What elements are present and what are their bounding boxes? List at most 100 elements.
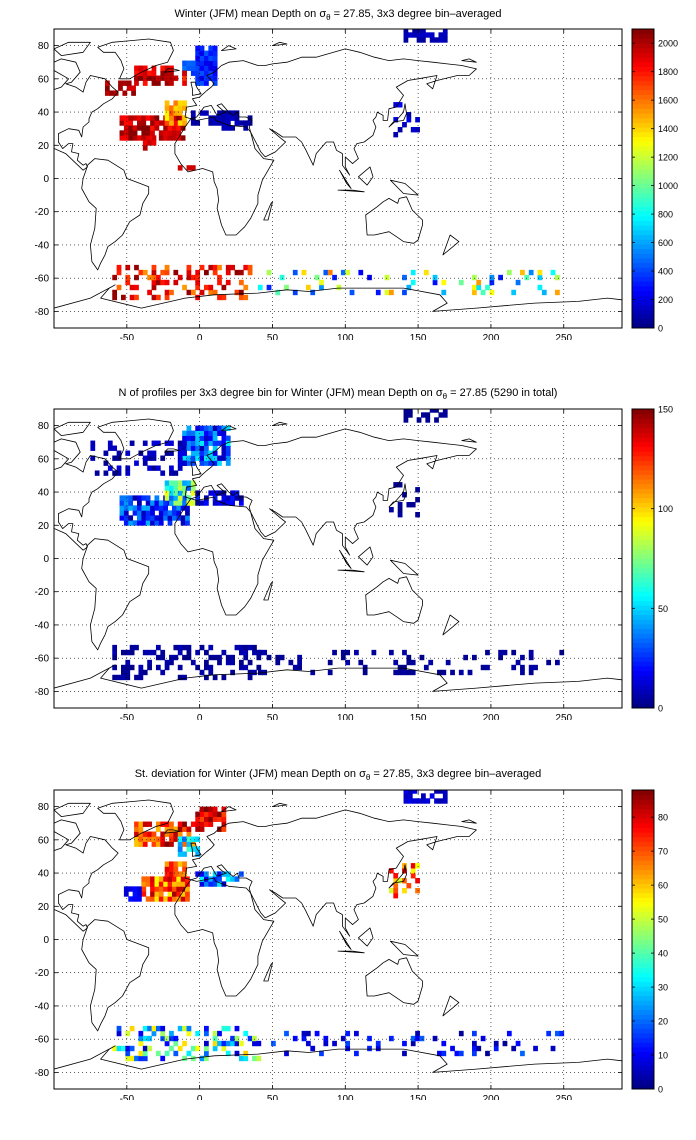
heatmap-cell — [125, 470, 131, 476]
heatmap-cell — [142, 140, 148, 146]
heatmap-cell — [195, 294, 201, 301]
y-tick-label: 20 — [38, 141, 50, 152]
heatmap-cell — [410, 868, 416, 874]
heatmap-cell — [230, 500, 235, 506]
heatmap-cell — [150, 115, 155, 121]
heatmap-cell — [129, 1045, 135, 1052]
heatmap-cell — [271, 1040, 276, 1047]
colorbar-swatch — [632, 465, 654, 471]
heatmap-cell — [230, 490, 235, 496]
heatmap-cell — [120, 664, 126, 671]
heatmap-cell — [186, 269, 192, 276]
heatmap-cell — [238, 495, 244, 501]
heatmap-cell — [340, 654, 346, 661]
heatmap-cell — [415, 127, 420, 133]
heatmap-cell — [177, 826, 183, 832]
heatmap-cell — [177, 440, 183, 446]
heatmap-cell — [169, 866, 174, 872]
heatmap-cell — [132, 125, 138, 131]
heatmap-cell — [208, 811, 214, 817]
colorbar-swatch — [632, 911, 654, 917]
heatmap-cell — [238, 289, 244, 296]
coastline — [388, 103, 407, 128]
heatmap-cell — [314, 274, 320, 281]
colorbar-swatch — [632, 276, 654, 282]
heatmap-cell — [164, 1050, 170, 1057]
heatmap-cell — [221, 435, 227, 441]
heatmap-cell — [123, 891, 129, 897]
heatmap-cell — [199, 871, 205, 877]
heatmap-cell — [204, 455, 209, 461]
heatmap-cell — [164, 1035, 170, 1042]
colorbar-swatch — [632, 813, 654, 819]
heatmap-cell — [128, 115, 134, 121]
heatmap-cell — [354, 649, 359, 656]
coastline — [54, 664, 622, 708]
heatmap-cell — [177, 480, 183, 486]
heatmap-cell — [234, 120, 240, 126]
heatmap-cell — [125, 1055, 131, 1062]
x-tick-label: -50 — [120, 1094, 135, 1100]
colorbar-swatch — [632, 493, 654, 499]
heatmap-cell — [173, 269, 179, 276]
heatmap-cell — [138, 75, 144, 81]
heatmap-cell — [169, 826, 174, 832]
heatmap-cell — [147, 649, 152, 656]
heatmap-cell — [182, 644, 187, 651]
colorbar-tick-label: 20 — [658, 1017, 668, 1027]
heatmap-cell — [137, 495, 142, 501]
heatmap-cell — [384, 289, 390, 296]
heatmap-cell — [182, 1025, 187, 1032]
heatmap-cell — [164, 279, 170, 286]
heatmap-cell — [266, 269, 272, 276]
heatmap-cell — [137, 505, 142, 511]
heatmap-cell — [498, 654, 503, 661]
heatmap-cell — [195, 274, 201, 281]
heatmap-cell — [150, 505, 155, 511]
heatmap-cell — [131, 85, 136, 91]
heatmap-cell — [158, 881, 164, 887]
heatmap-cell — [238, 1040, 244, 1047]
heatmap-cell — [142, 440, 148, 446]
heatmap-cell — [134, 274, 139, 281]
heatmap-cell — [388, 649, 394, 656]
heatmap-cell — [186, 836, 192, 842]
coastline — [54, 70, 69, 91]
heatmap-cell — [128, 896, 134, 902]
heatmap-cell — [441, 1050, 447, 1057]
heatmap-cell — [204, 1040, 209, 1047]
y-tick-label: -60 — [35, 274, 50, 285]
heatmap-cell — [169, 485, 174, 491]
heatmap-cell — [123, 125, 129, 131]
heatmap-cell — [234, 1050, 240, 1057]
heatmap-cell — [134, 80, 139, 86]
coastline — [81, 538, 150, 651]
heatmap-cell — [212, 876, 218, 882]
heatmap-cell — [195, 455, 201, 461]
heatmap-cell — [171, 891, 177, 897]
heatmap-cell — [212, 120, 218, 126]
heatmap-cell — [528, 654, 534, 661]
heatmap-cell — [541, 289, 547, 296]
heatmap-cell — [402, 1040, 407, 1047]
heatmap-cell — [151, 831, 157, 837]
heatmap-cell — [190, 659, 196, 666]
colorbar-swatch — [632, 864, 654, 870]
heatmap-cell — [204, 1050, 209, 1057]
coastline — [81, 919, 150, 1032]
heatmap-cell — [279, 654, 285, 661]
heatmap-cell — [506, 1030, 512, 1037]
heatmap-cell — [103, 470, 109, 476]
heatmap-cell — [171, 881, 177, 887]
heatmap-cell — [134, 841, 139, 847]
colorbar-swatch — [632, 94, 654, 100]
colorbar-swatch — [632, 916, 654, 922]
heatmap-cell — [123, 515, 129, 521]
heatmap-cell — [177, 649, 183, 656]
colorbar-swatch — [632, 981, 654, 987]
heatmap-cell — [212, 816, 218, 822]
heatmap-cell — [123, 130, 129, 136]
heatmap-cell — [138, 821, 144, 827]
heatmap-cell — [134, 836, 139, 842]
heatmap-cell — [275, 289, 281, 296]
